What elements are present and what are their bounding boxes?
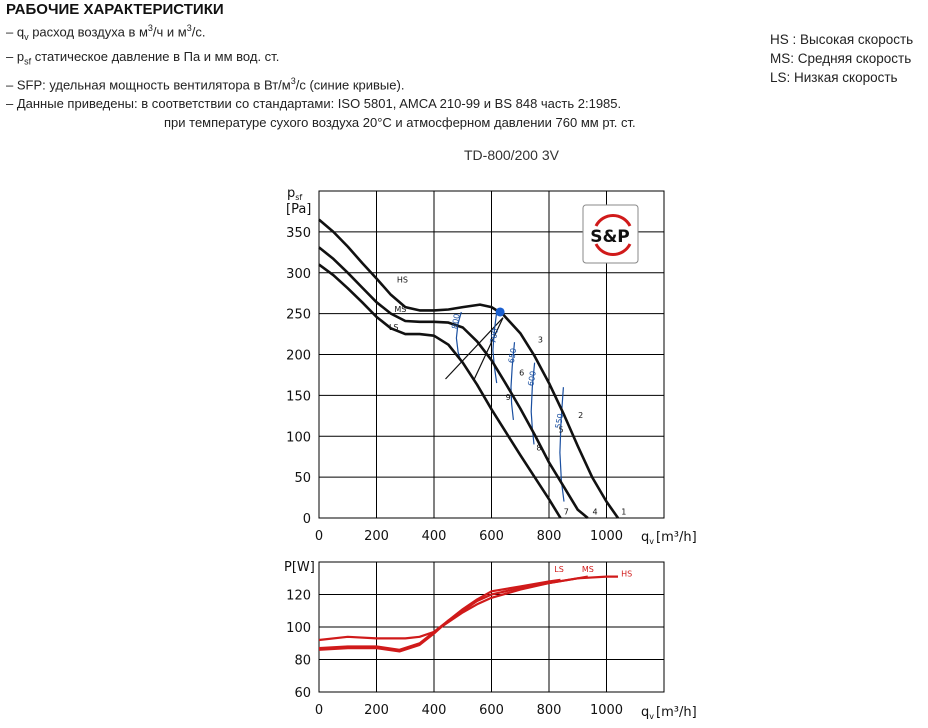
y-tick-label: 300 [286, 267, 311, 282]
x-tick-label: 0 [315, 703, 323, 718]
x-axis-label: qv [m³/h] [641, 705, 697, 721]
sfp-label-600: 600 [526, 370, 538, 387]
x-tick-label: 200 [364, 529, 389, 544]
pressure-chart: 0 200 400 600 800 1000 0 50 100 150 200 250 300 350 ps… [286, 186, 697, 546]
sfp-label-550: 550 [554, 413, 566, 430]
load-line-0 [445, 317, 504, 380]
curve-ls [318, 263, 562, 519]
power-chart: 0 200 400 600 800 1000 60 80 100 120 P[W] qv [m³/h] H… [284, 560, 697, 721]
section-title: РАБОЧИЕ ХАРАКТЕРИСТИКИ [6, 1, 224, 18]
speed-legend: HS : Высокая скорость MS: Средняя скорос… [770, 30, 913, 87]
point-label-4: 4 [592, 507, 597, 516]
y-axis-label: P[W] [284, 560, 315, 575]
x-tick-label: 800 [537, 703, 562, 718]
load-line-1 [473, 317, 504, 380]
point-label-9: 9 [506, 393, 511, 402]
power-label-hs: HS [621, 570, 632, 579]
header: РАБОЧИЕ ХАРАКТЕРИСТИКИ – qv расход возду… [6, 0, 746, 132]
legend-ls: LS: Низкая скорость [770, 70, 898, 85]
x-axis-label-sub: v [649, 712, 654, 721]
y-tick-label: 150 [286, 389, 311, 404]
x-tick-label: 600 [479, 529, 504, 544]
point-label-8: 8 [536, 444, 541, 453]
logo-text: S&P [590, 227, 630, 247]
y-tick-label: 100 [286, 430, 311, 445]
x-tick-label: 0 [315, 529, 323, 544]
x-tick-label: 1000 [590, 703, 623, 718]
x-axis-label: qv [m³/h] [641, 530, 697, 546]
point-label-7: 7 [564, 507, 569, 516]
sfp-curve-800 [455, 311, 462, 363]
y-tick-label: 0 [303, 512, 311, 527]
curve-ms [318, 246, 589, 520]
sfp-label-800: 800 [450, 313, 462, 330]
x-axis-label-sub: v [649, 537, 654, 546]
header-line-1: – qv расход воздуха в м3/ч и м3/с. [6, 23, 206, 42]
x-tick-label: 400 [422, 703, 447, 718]
plot-frame [318, 561, 665, 693]
sfp-curve-650 [510, 342, 516, 420]
y-axis-label: psf [287, 186, 302, 202]
point-label-6: 6 [519, 368, 524, 377]
y-tick-label: 120 [286, 589, 311, 604]
curve-label-ls: LS [389, 323, 399, 332]
y-tick-label: 200 [286, 349, 311, 364]
header-line-3: – SFP: удельная мощность вентилятора в В… [6, 75, 405, 92]
header-line-2: – psf статическое давление в Па и мм вод… [6, 48, 280, 67]
header-line-5: при температуре сухого воздуха 20°C и ат… [164, 114, 636, 130]
logo: S&P [582, 204, 639, 264]
y-tick-label: 60 [294, 686, 311, 701]
curve-label-hs: HS [397, 276, 408, 285]
point-label-2: 2 [578, 411, 583, 420]
point-label-3: 3 [538, 336, 543, 345]
y-tick-label: 250 [286, 308, 311, 323]
sfp-label-700: 700 [488, 328, 500, 345]
header-line-4: – Данные приведены: в соответствии со ст… [6, 95, 622, 111]
operating-point [495, 307, 505, 317]
y-tick-label: 100 [286, 621, 311, 636]
y-tick-label: 50 [294, 471, 311, 486]
model-title: TD-800/200 3V [464, 147, 559, 163]
y-tick-label: 80 [294, 654, 311, 669]
sfp-label-650: 650 [507, 347, 519, 364]
power-curve-ls [318, 578, 561, 653]
legend-ms: MS: Средняя скорость [770, 51, 912, 66]
x-axis-unit: [m³/h] [656, 530, 697, 545]
curve-hs [318, 218, 620, 519]
power-curve-hs [318, 575, 618, 642]
x-tick-label: 200 [364, 703, 389, 718]
y-tick-label: 350 [286, 226, 311, 241]
y-axis-label-sub: sf [295, 193, 302, 202]
power-label-ms: MS [582, 565, 594, 574]
sfp-curve-700 [492, 311, 498, 384]
x-tick-label: 1000 [590, 529, 623, 544]
point-label-1: 1 [621, 507, 626, 516]
x-tick-label: 800 [537, 529, 562, 544]
legend-hs: HS : Высокая скорость [770, 32, 914, 47]
point-label-5: 5 [559, 426, 564, 435]
y-axis-unit: [Pa] [286, 202, 311, 217]
curve-label-ms: MS [394, 305, 406, 314]
power-label-ls: LS [554, 565, 564, 574]
power-curve-ms [318, 575, 588, 651]
x-tick-label: 400 [422, 529, 447, 544]
x-tick-label: 600 [479, 703, 504, 718]
x-axis-unit: [m³/h] [656, 705, 697, 720]
plot-frame [318, 190, 665, 519]
